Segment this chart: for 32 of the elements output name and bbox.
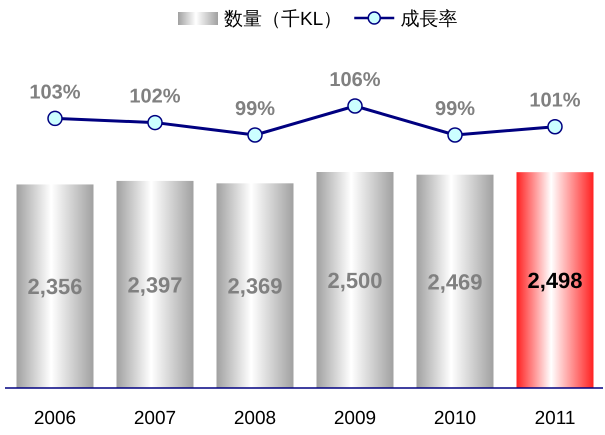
data-label: 2,498 xyxy=(527,268,583,294)
bar xyxy=(16,184,94,388)
data-label: 2,356 xyxy=(27,274,83,300)
point xyxy=(247,127,263,143)
data-label: 102% xyxy=(129,86,181,108)
point xyxy=(347,98,363,114)
point xyxy=(547,118,563,134)
x-tick-label: 2007 xyxy=(134,408,176,429)
data-label: 99% xyxy=(434,98,476,120)
data-label: 101% xyxy=(529,90,581,112)
bar xyxy=(516,172,594,388)
data-label: 2,369 xyxy=(227,274,283,299)
data-label: 106% xyxy=(329,69,381,91)
data-label: 99% xyxy=(234,98,276,120)
point xyxy=(147,114,163,130)
data-label: 2,500 xyxy=(327,268,383,293)
legend-label: 成長率 xyxy=(400,8,458,30)
data-label: 2,397 xyxy=(127,272,183,298)
x-tick-label: 2006 xyxy=(34,408,76,429)
bar xyxy=(216,183,294,388)
x-tick-label: 2010 xyxy=(434,408,476,429)
point xyxy=(447,127,463,143)
data-label: 103% xyxy=(29,81,81,104)
bar xyxy=(116,180,194,388)
x-tick-label: 2011 xyxy=(534,408,576,429)
bar xyxy=(316,172,394,388)
point xyxy=(47,110,63,126)
x-tick-label: 2009 xyxy=(334,408,376,429)
data-label: 2,469 xyxy=(427,269,483,294)
legend-label: 数量（千KL） xyxy=(224,9,342,30)
bar xyxy=(416,174,494,388)
x-tick-label: 2008 xyxy=(234,408,276,429)
